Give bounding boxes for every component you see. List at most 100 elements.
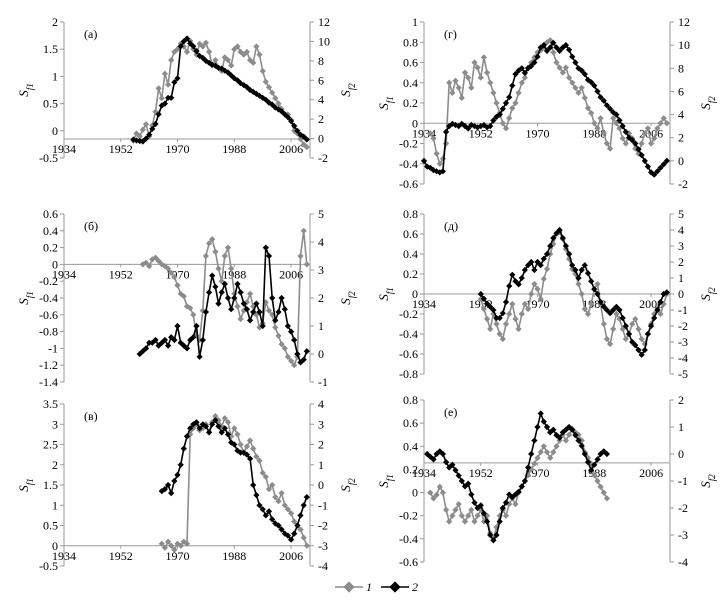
- series-2-line: [161, 418, 308, 542]
- series-2-point: [477, 502, 484, 509]
- y-right-tick-label: -2: [678, 177, 688, 191]
- y-right-tick-label: 3: [318, 263, 324, 277]
- series-2-point: [493, 531, 500, 539]
- series-2-point: [515, 281, 522, 288]
- series-1-point: [142, 121, 150, 128]
- series-1-point: [265, 307, 273, 314]
- series-2-point: [183, 35, 191, 42]
- y-left-tick-label: 0.8: [403, 207, 418, 221]
- x-tick-label: 1988: [582, 126, 606, 140]
- series-2-point: [597, 94, 604, 101]
- x-tick-label: 1988: [222, 267, 246, 281]
- series-2-point: [506, 282, 513, 290]
- series-2-point: [439, 450, 447, 458]
- series-2-point: [569, 53, 576, 60]
- series-1-point: [550, 448, 557, 456]
- series-2-point: [300, 502, 307, 509]
- y-left-axis-title: Sf1: [376, 287, 395, 301]
- x-tick-label: 1970: [526, 297, 550, 311]
- y-left-tick-label: -0.4: [399, 157, 418, 171]
- series-1-point: [297, 526, 304, 533]
- y-right-tick-label: 4: [318, 235, 324, 249]
- x-tick-label: 1934: [52, 549, 76, 563]
- series-1-point: [436, 483, 443, 490]
- series-1-point: [502, 320, 510, 328]
- y-right-tick-label: -2: [318, 151, 328, 165]
- series-1-point: [550, 49, 557, 56]
- y-right-axis-title: Sf2: [338, 478, 357, 492]
- series-2-point: [180, 445, 187, 452]
- series-1-point: [635, 325, 642, 333]
- y-left-tick-label: 0: [412, 116, 418, 130]
- panel-label: (а): [84, 27, 97, 41]
- y-right-tick-label: -2: [318, 519, 328, 533]
- series-1-point: [515, 325, 522, 333]
- y-right-tick-label: -1: [318, 375, 328, 389]
- series-2-point: [468, 491, 475, 498]
- series-2-point: [506, 94, 513, 101]
- chart-panel-1: -0.5 0 0.5 1 1.5 2 -2 0 2 4 6 8 10 12 1934 1952 1970 1988…: [16, 15, 357, 165]
- y-left-tick-label: 2.5: [43, 438, 58, 452]
- y-left-tick-label: 0: [412, 287, 418, 301]
- y-left-tick-label: 0.5: [43, 97, 58, 111]
- series-2-point: [218, 289, 225, 296]
- series-1-point: [657, 120, 664, 127]
- y-left-tick-label: -0.8: [39, 325, 58, 339]
- series-2-point: [455, 472, 462, 479]
- series-2-point: [209, 272, 216, 279]
- x-tick-label: 1970: [166, 549, 190, 563]
- y-right-tick-label: -4: [678, 555, 688, 569]
- series-2-point: [449, 461, 456, 468]
- series-1-point: [483, 69, 491, 76]
- series-1-point: [303, 143, 310, 151]
- series-1-point: [565, 431, 573, 438]
- series-1-point: [543, 265, 551, 273]
- y-left-tick-label: -0.6: [399, 555, 418, 569]
- series-1-point: [468, 506, 475, 514]
- series-2-point: [215, 300, 222, 307]
- series-2-point: [565, 250, 573, 258]
- series-1-point: [506, 310, 513, 318]
- legend-marker-1: [335, 581, 363, 593]
- series-1-point: [259, 469, 266, 477]
- series-1-point: [221, 252, 228, 260]
- series-1-point: [480, 305, 488, 313]
- series-2-point: [490, 306, 497, 314]
- series-1-point: [474, 512, 481, 519]
- y-left-tick-label: -0.6: [399, 347, 418, 361]
- y-left-tick-label: 2: [52, 15, 58, 29]
- series-1-point: [433, 150, 440, 157]
- y-left-tick-label: -0.6: [39, 308, 58, 322]
- series-1-point: [262, 473, 269, 481]
- series-1-point: [287, 510, 295, 517]
- series-2-point: [572, 59, 579, 66]
- y-right-tick-label: -3: [678, 335, 688, 349]
- x-tick-label: 2006: [279, 267, 303, 281]
- series-1-point: [234, 303, 241, 310]
- series-1-point: [155, 85, 162, 92]
- series-2-point: [515, 488, 522, 495]
- series-2-point: [259, 506, 266, 513]
- series-2-point: [212, 283, 219, 290]
- series-1-point: [183, 48, 191, 56]
- series-1-point: [565, 74, 573, 81]
- series-1-point: [250, 445, 257, 452]
- series-1-point: [164, 538, 172, 545]
- series-1-point: [278, 341, 285, 348]
- series-1-point: [234, 43, 241, 50]
- y-right-tick-label: -1: [318, 498, 328, 512]
- series-1-point: [300, 534, 307, 541]
- y-right-tick-label: 3: [678, 239, 684, 253]
- y-right-tick-label: 2: [318, 112, 324, 126]
- series-2-point: [294, 350, 301, 358]
- series-1-point: [493, 320, 500, 328]
- y-right-tick-label: 12: [318, 15, 330, 29]
- series-2-point: [171, 79, 178, 86]
- y-right-tick-label: 5: [678, 207, 684, 221]
- series-2-point: [584, 270, 592, 277]
- series-1-point: [458, 94, 465, 102]
- series-1-line: [161, 414, 308, 552]
- y-left-tick-label: -0.2: [399, 137, 418, 151]
- series-2-point: [531, 437, 538, 444]
- series-1-point: [202, 39, 210, 46]
